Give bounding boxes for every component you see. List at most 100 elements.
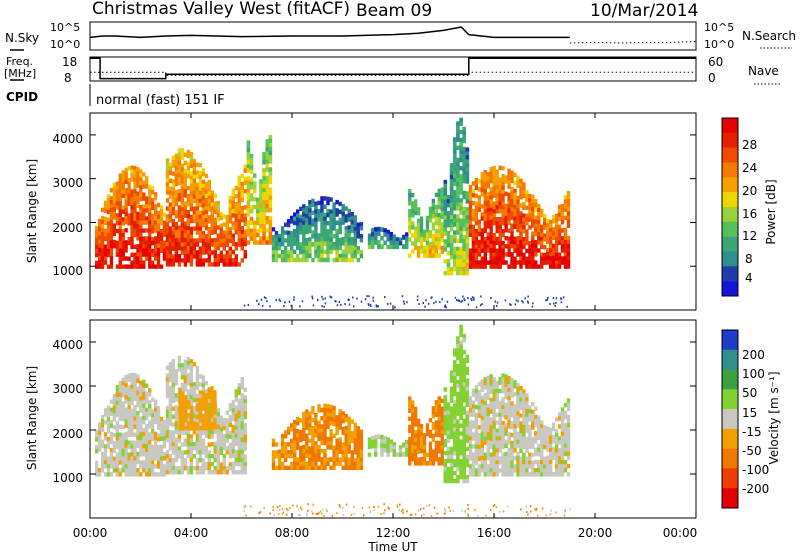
velocity-cell [347, 465, 351, 470]
power-cell [240, 242, 244, 247]
velocity-cell [519, 468, 523, 473]
power-cell [213, 193, 217, 198]
velocity-cell [551, 426, 556, 431]
velocity-cell [210, 386, 214, 391]
power-cell [142, 180, 146, 185]
power-cell [302, 241, 306, 246]
velocity-cell [201, 470, 206, 475]
power-cell [440, 206, 444, 212]
power-cell [154, 204, 158, 209]
power-ground-scatter-cell [475, 306, 478, 309]
velocity-cell [100, 423, 105, 428]
velocity-cell [462, 406, 466, 411]
velocity-cell [522, 405, 526, 410]
velocity-cell [465, 462, 470, 468]
velocity-cell [531, 413, 535, 418]
velocity-cell [498, 456, 502, 461]
velocity-cell [237, 446, 241, 451]
power-cell [468, 252, 473, 257]
power-ground-scatter-cell [562, 296, 565, 299]
velocity-cell [286, 430, 291, 435]
power-cell [477, 207, 482, 212]
velocity-cell [405, 439, 409, 445]
power-cell [192, 246, 197, 251]
power-cell [428, 234, 433, 239]
power-cell [180, 187, 185, 192]
velocity-cell [408, 449, 412, 454]
velocity-cell [566, 406, 571, 411]
velocity-cell [408, 396, 412, 401]
power-cell [180, 226, 185, 232]
power-cell [398, 237, 403, 242]
velocity-cell [474, 468, 479, 473]
power-cell [549, 264, 553, 269]
power-cell [174, 230, 179, 235]
velocity-cell [453, 399, 457, 405]
velocity-cell [184, 410, 188, 415]
velocity-cell [428, 457, 433, 462]
freq-label: Freq. [6, 55, 33, 68]
velocity-cell [440, 398, 444, 403]
velocity-cell [98, 430, 102, 436]
power-cell [437, 217, 441, 222]
power-cell [98, 251, 102, 257]
velocity-cell [480, 411, 484, 417]
velocity-cell [453, 435, 457, 440]
power-cell [207, 230, 211, 236]
power-cell [534, 260, 538, 265]
power-cell [489, 223, 493, 229]
velocity-cell [531, 417, 535, 422]
power-cell [486, 208, 490, 213]
velocity-cell [180, 430, 185, 435]
velocity-cell [383, 444, 387, 449]
velocity-cell [462, 422, 466, 427]
power-cell [563, 215, 568, 221]
power-cell [118, 201, 122, 206]
velocity-cell [492, 440, 496, 445]
velocity-cell [456, 336, 460, 341]
power-cell [124, 179, 128, 185]
velocity-ground-scatter-cell [493, 504, 496, 507]
velocity-cell [344, 453, 348, 459]
power-cell [386, 229, 390, 234]
velocity-cell [201, 466, 206, 471]
power-cell [546, 231, 550, 236]
power-cell [462, 162, 466, 168]
velocity-cell [189, 378, 194, 384]
velocity-cell [546, 434, 550, 440]
power-cell [228, 254, 232, 259]
power-cell [543, 245, 547, 250]
power-cell [549, 232, 553, 237]
power-cell [100, 223, 105, 229]
velocity-cell [154, 456, 158, 461]
velocity-cell [465, 398, 470, 404]
power-cell [112, 198, 116, 204]
power-cell [516, 199, 520, 205]
power-cell [109, 216, 114, 221]
velocity-cell [474, 452, 479, 457]
power-ground-scatter-cell [517, 300, 519, 303]
velocity-cell [115, 400, 119, 406]
velocity-cell [222, 458, 226, 463]
power-cell [462, 126, 466, 132]
velocity-cell [495, 396, 499, 402]
velocity-cell [195, 393, 200, 399]
power-cell [112, 243, 116, 249]
velocity-cell [501, 377, 505, 382]
power-cell [249, 181, 254, 186]
power-cell [256, 221, 260, 226]
velocity-cell [498, 416, 502, 421]
velocity-cell [133, 464, 137, 469]
power-cell [531, 239, 535, 245]
velocity-cell [165, 457, 170, 463]
power-cell [109, 224, 114, 229]
velocity-cell [311, 453, 315, 459]
power-cell [198, 210, 203, 215]
power-cell [249, 157, 254, 163]
velocity-cell [501, 452, 505, 457]
power-cell [314, 209, 318, 214]
velocity-cell [417, 422, 421, 427]
power-cell [522, 186, 526, 191]
velocity-cell [213, 429, 217, 434]
velocity-cell [314, 461, 318, 466]
